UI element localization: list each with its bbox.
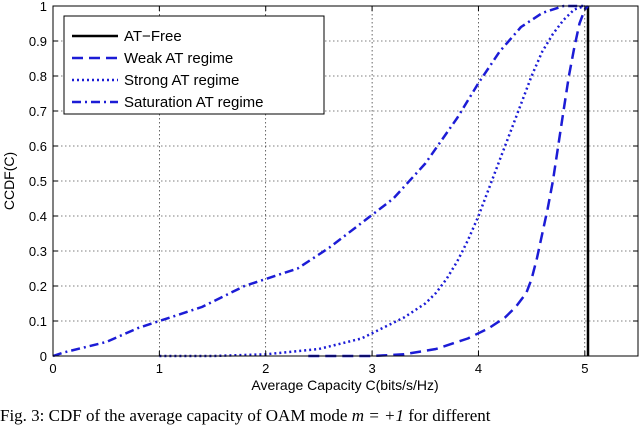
y-tick-label: 0.4 xyxy=(29,209,47,224)
legend-items: AT−Free Weak AT regime Strong AT regime Sat… xyxy=(72,28,264,111)
y-tick-label: 0.7 xyxy=(29,104,47,119)
x-tick-label: 4 xyxy=(475,361,482,376)
series-line-4 xyxy=(52,4,585,358)
x-tick-label: 0 xyxy=(49,361,56,376)
legend-label-1: AT−Free xyxy=(124,28,182,45)
x-tick-label: 1 xyxy=(156,361,163,376)
caption: Fig. 3: CDF of the average capacity of O… xyxy=(0,406,491,425)
axis-ticks: 0 1 2 3 4 5 0 0.1 0.2 0.3 0.4 0.5 0.6 0.7 0.8 0.9 1 xyxy=(29,0,638,376)
y-tick-label: 1 xyxy=(40,0,47,14)
y-tick-label: 0.9 xyxy=(29,34,47,49)
caption-tail: for different xyxy=(408,406,491,425)
legend-label-2: Weak AT regime xyxy=(124,50,233,67)
x-tick-label: 5 xyxy=(581,361,588,376)
caption-text: Fig. 3: CDF of the average capacity of O… xyxy=(0,406,491,425)
y-tick-label: 0.3 xyxy=(29,244,47,259)
y-tick-label: 0 xyxy=(40,349,47,364)
series-line-2 xyxy=(308,5,589,358)
y-tick-label: 0.8 xyxy=(29,69,47,84)
legend: AT−Free Weak AT regime Strong AT regime Sat… xyxy=(63,15,325,115)
x-tick-label: 3 xyxy=(368,361,375,376)
series-layer xyxy=(52,4,590,358)
caption-math: m = +1 xyxy=(352,406,404,425)
legend-box xyxy=(63,15,325,115)
x-tick-label: 2 xyxy=(262,361,269,376)
y-tick-label: 0.6 xyxy=(29,139,47,154)
legend-label-3: Strong AT regime xyxy=(124,72,239,89)
y-tick-label: 0.5 xyxy=(29,174,47,189)
legend-label-4: Saturation AT regime xyxy=(124,94,264,111)
caption-lead: Fig. 3: CDF of the average capacity of O… xyxy=(0,406,347,425)
x-axis-label: Average Capacity C(bits/s/Hz) xyxy=(251,377,438,393)
y-tick-label: 0.1 xyxy=(29,314,47,329)
y-axis-label: CCDF(C) xyxy=(1,152,17,210)
y-tick-label: 0.2 xyxy=(29,279,47,294)
